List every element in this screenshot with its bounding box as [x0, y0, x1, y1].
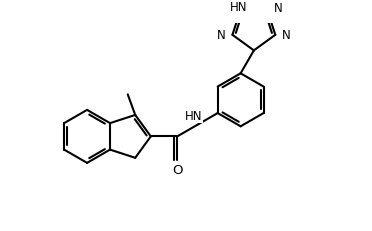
Text: HN: HN [185, 109, 203, 122]
Text: O: O [172, 163, 183, 176]
Text: N: N [217, 29, 226, 42]
Text: HN: HN [230, 0, 248, 13]
Text: N: N [273, 2, 282, 15]
Text: N: N [282, 29, 291, 42]
